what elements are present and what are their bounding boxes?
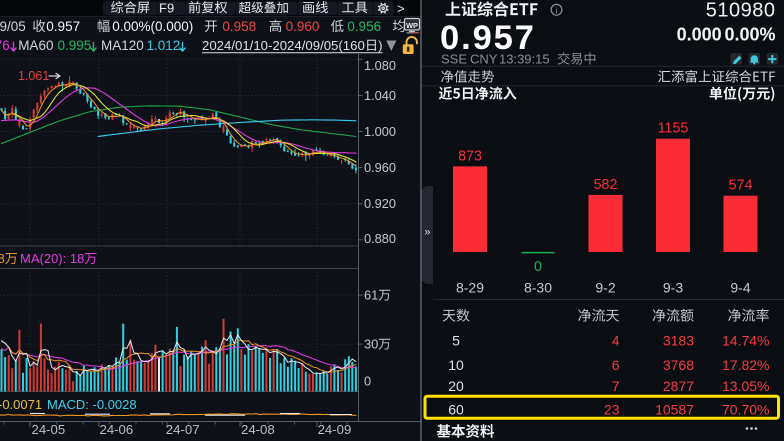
svg-text:24-09: 24-09 (318, 422, 352, 437)
svg-text:23: 23 (604, 401, 620, 417)
svg-text:20: 20 (448, 378, 464, 394)
svg-text:24-06: 24-06 (100, 422, 134, 437)
svg-text:6: 6 (612, 357, 620, 373)
svg-text:9-2: 9-2 (595, 280, 615, 296)
svg-text:1.080: 1.080 (364, 58, 396, 73)
svg-text:1155: 1155 (658, 121, 689, 137)
svg-text:09/05: 09/05 (0, 19, 26, 34)
svg-text:MA(20): 18: MA(20): 18 (20, 251, 84, 266)
svg-text:MA120: MA120 (101, 38, 144, 53)
svg-text:574: 574 (729, 178, 753, 194)
svg-text:0.956: 0.956 (347, 19, 381, 34)
svg-text:1.040: 1.040 (364, 88, 396, 103)
svg-text:60: 60 (448, 401, 464, 417)
svg-text:8-29: 8-29 (456, 280, 484, 296)
svg-text:9-4: 9-4 (730, 280, 750, 296)
svg-text:8: 8 (0, 251, 5, 266)
svg-text:13.05%: 13.05% (722, 378, 769, 394)
svg-text:0.920: 0.920 (364, 196, 396, 211)
svg-text:30: 30 (364, 337, 378, 352)
svg-text:1.061: 1.061 (18, 69, 49, 83)
svg-text:MA60: MA60 (18, 38, 53, 53)
svg-text:0: 0 (364, 374, 371, 389)
svg-text:i: i (556, 5, 558, 15)
svg-text:0.00%: 0.00% (724, 25, 775, 45)
svg-text:0.960: 0.960 (286, 19, 320, 34)
svg-text:7: 7 (612, 378, 620, 394)
svg-text:MACD: -0.0028: MACD: -0.0028 (47, 397, 137, 412)
svg-text:510980: 510980 (706, 0, 776, 22)
svg-text:2024/01/10-2024/09/05(160: 2024/01/10-2024/09/05(160 (202, 38, 365, 53)
svg-text:3183: 3183 (663, 333, 694, 349)
svg-text:17.82%: 17.82% (722, 357, 769, 373)
svg-text:»: » (424, 227, 430, 239)
svg-text:1.012: 1.012 (147, 38, 181, 53)
svg-text:3768: 3768 (663, 357, 694, 373)
svg-text:2877: 2877 (663, 378, 694, 394)
svg-text:0.00%(0.000): 0.00%(0.000) (112, 19, 193, 34)
svg-text:0.957: 0.957 (440, 19, 536, 57)
svg-text:CNY: CNY (470, 52, 498, 67)
svg-text:61: 61 (364, 288, 378, 303)
svg-text:0.880: 0.880 (364, 231, 396, 246)
svg-text:0.995: 0.995 (58, 38, 92, 53)
svg-text:24-08: 24-08 (241, 422, 275, 437)
svg-text:WP: WP (406, 21, 418, 30)
svg-text:9-3: 9-3 (663, 280, 683, 296)
svg-text:F9: F9 (159, 1, 174, 16)
svg-text:-0.0071: -0.0071 (0, 397, 42, 412)
svg-text:>: > (397, 1, 405, 16)
svg-text:0.957: 0.957 (46, 19, 80, 34)
svg-text:0.958: 0.958 (222, 19, 256, 34)
svg-text:SSE: SSE (441, 52, 467, 67)
svg-text:): ) (378, 38, 382, 53)
svg-text:10587: 10587 (655, 401, 694, 417)
svg-text:0.000: 0.000 (677, 25, 722, 45)
svg-text:0.960: 0.960 (364, 160, 396, 175)
svg-text:4: 4 (612, 333, 620, 349)
svg-text:0.976: 0.976 (0, 38, 10, 53)
svg-text:24-07: 24-07 (166, 422, 200, 437)
svg-text:0: 0 (534, 259, 542, 275)
svg-text:13:39:15: 13:39:15 (499, 52, 550, 67)
svg-text:582: 582 (594, 177, 618, 193)
svg-text:70.70%: 70.70% (722, 401, 769, 417)
svg-text:5: 5 (452, 333, 460, 349)
svg-text:24-05: 24-05 (32, 422, 66, 437)
svg-text:1.000: 1.000 (364, 124, 396, 139)
svg-text:8-30: 8-30 (524, 280, 552, 296)
svg-text:873: 873 (458, 148, 482, 164)
svg-text:10: 10 (448, 357, 464, 373)
svg-text:14.74%: 14.74% (722, 333, 769, 349)
